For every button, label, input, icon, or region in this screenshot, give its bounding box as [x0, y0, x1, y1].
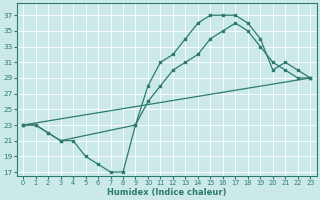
X-axis label: Humidex (Indice chaleur): Humidex (Indice chaleur) [107, 188, 227, 197]
